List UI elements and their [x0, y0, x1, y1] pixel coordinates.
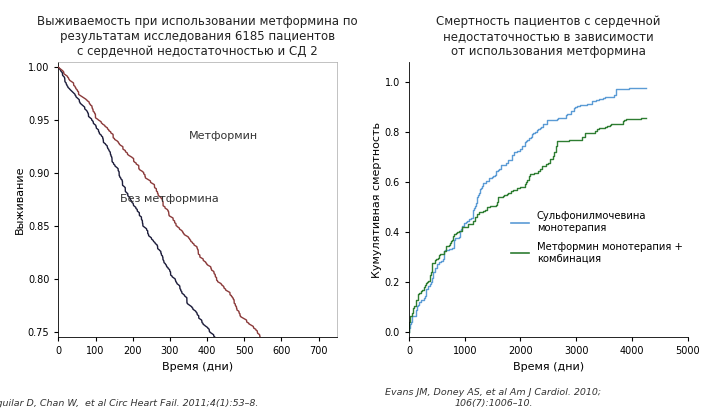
Legend: Сульфонилмочевина
монотерапия, Метформин монотерапия +
комбинация: Сульфонилмочевина монотерапия, Метформин…	[511, 211, 683, 263]
X-axis label: Время (дни): Время (дни)	[162, 362, 233, 372]
Title: Выживаемость при использовании метформина по
результатам исследования 6185 пацие: Выживаемость при использовании метформин…	[37, 15, 358, 58]
X-axis label: Время (дни): Время (дни)	[513, 362, 584, 372]
Text: Без метформина: Без метформина	[119, 194, 219, 204]
Y-axis label: Выживание: Выживание	[15, 166, 25, 234]
Text: Aguilar D, Chan W,  et al Circ Heart Fail. 2011;4(1):53–8.: Aguilar D, Chan W, et al Circ Heart Fail…	[0, 399, 260, 408]
Text: Evans JM, Doney AS, et al Am J Cardiol. 2010;
106(7):1006–10.: Evans JM, Doney AS, et al Am J Cardiol. …	[385, 388, 601, 408]
Title: Смертность пациентов с сердечной
недостаточностью в зависимости
от использования: Смертность пациентов с сердечной недоста…	[436, 15, 661, 58]
Y-axis label: Кумулятивная смертность: Кумулятивная смертность	[372, 121, 382, 277]
Text: Метформин: Метформин	[189, 131, 257, 141]
